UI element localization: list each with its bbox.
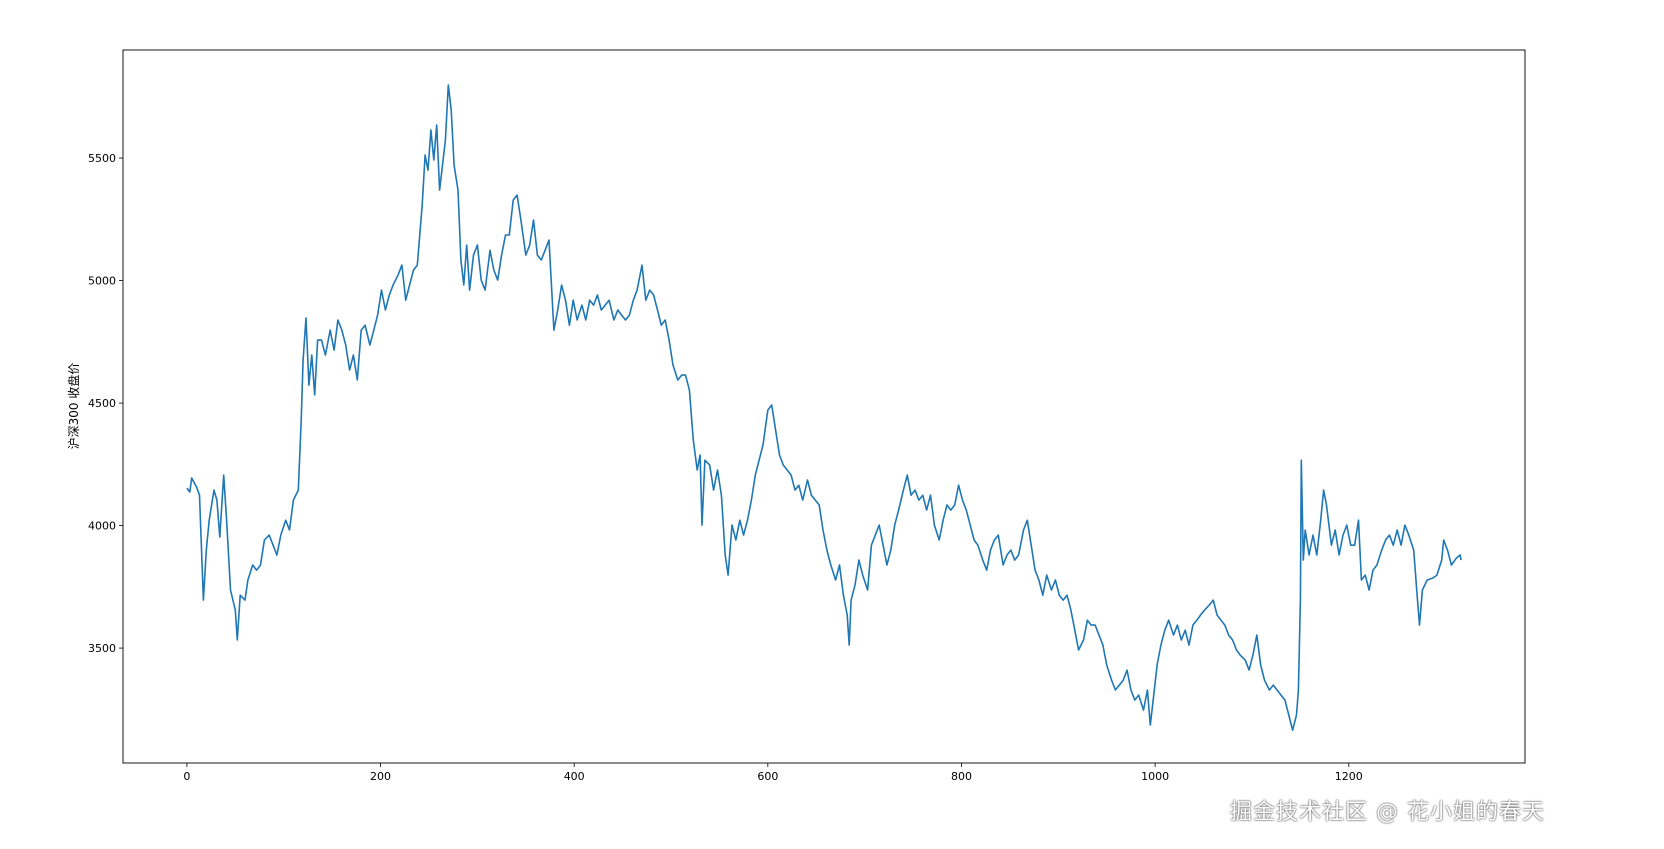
y-axis: 3500 4000 4500 5000 5500 (88, 152, 123, 655)
y-tick-label: 4500 (88, 397, 116, 410)
y-tick-label: 3500 (88, 642, 116, 655)
plot-background (123, 50, 1525, 763)
x-tick-label: 400 (564, 770, 585, 783)
plot-frame (122, 49, 1526, 764)
y-tick-label: 4000 (88, 520, 116, 533)
x-tick-label: 0 (183, 770, 190, 783)
x-axis: 0 200 400 600 800 1000 1200 (183, 763, 1363, 783)
x-tick-label: 200 (370, 770, 391, 783)
series-line (186, 84, 1462, 731)
x-tick-label: 600 (757, 770, 778, 783)
y-tick-label: 5500 (88, 152, 116, 165)
x-tick-label: 1000 (1141, 770, 1169, 783)
x-tick-label: 800 (951, 770, 972, 783)
x-tick-label: 1200 (1335, 770, 1363, 783)
y-axis-label: 沪深300 收盘价 (66, 363, 81, 450)
watermark: 掘金技术社区 @ 花小姐的春天 (1230, 800, 1545, 825)
y-tick-label: 5000 (88, 275, 116, 288)
